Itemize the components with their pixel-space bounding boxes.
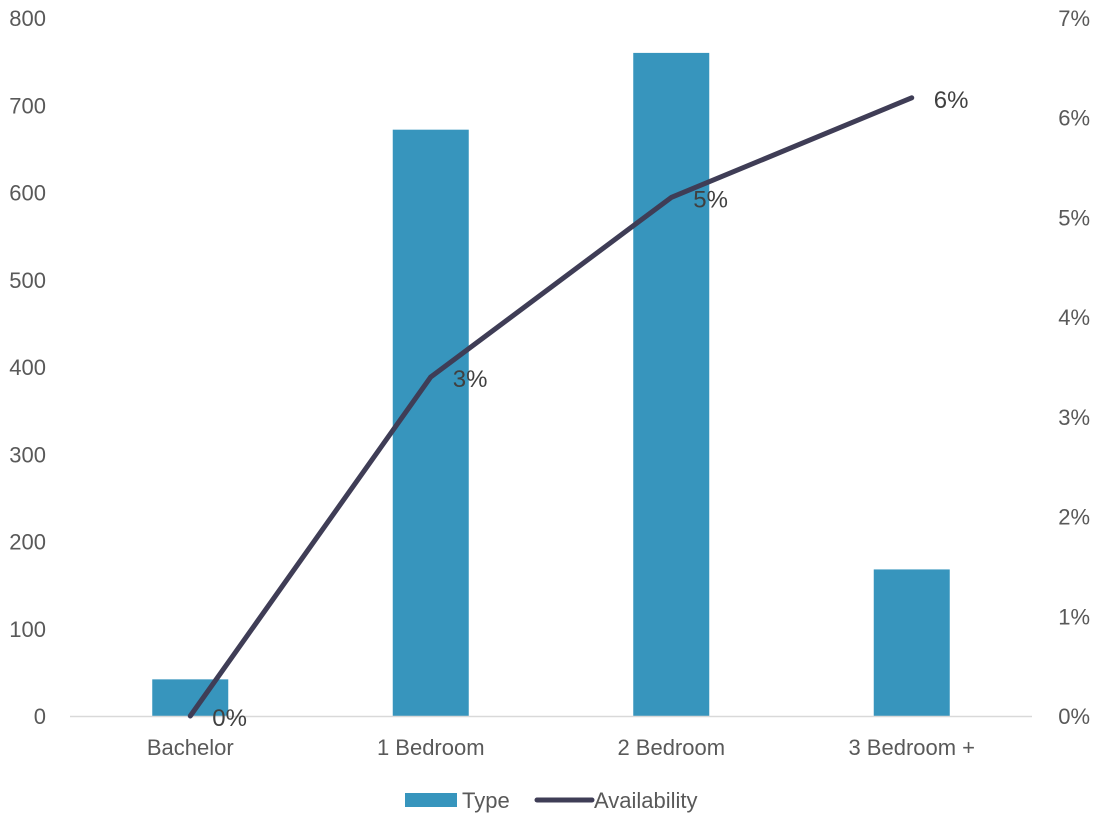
right-tick-label: 7%: [1058, 6, 1090, 31]
right-tick-label: 2%: [1058, 505, 1090, 530]
availability-data-label: 3%: [453, 366, 488, 393]
availability-line: [187, 95, 915, 719]
availability-data-label: 6%: [934, 87, 969, 114]
category-label: 3 Bedroom +: [848, 735, 975, 760]
right-tick-label: 1%: [1058, 604, 1090, 629]
right-tick-label: 4%: [1058, 305, 1090, 330]
category-label: 1 Bedroom: [377, 735, 485, 760]
left-tick-label: 0: [34, 704, 46, 729]
legend-type-swatch: [405, 793, 457, 807]
legend: Type Availability: [405, 788, 698, 813]
category-label: Bachelor: [147, 735, 234, 760]
bar: [152, 679, 229, 716]
bar-series-type: [152, 52, 950, 716]
left-axis-ticks: 0 100 200 300 400 500 600 700 800: [9, 6, 46, 729]
x-axis-category-labels: Bachelor 1 Bedroom 2 Bedroom 3 Bedroom +: [147, 735, 975, 760]
bar: [633, 52, 710, 716]
availability-data-label: 5%: [693, 186, 728, 213]
line-data-labels: 0% 3% 5% 6%: [212, 87, 968, 732]
right-axis-ticks: 0% 1% 2% 3% 4% 5% 6% 7%: [1058, 6, 1090, 729]
line-series-availability: [187, 95, 915, 719]
legend-type-label: Type: [462, 788, 510, 813]
left-tick-label: 700: [9, 93, 46, 118]
category-label: 2 Bedroom: [617, 735, 725, 760]
legend-availability-label: Availability: [594, 788, 698, 813]
left-tick-label: 200: [9, 530, 46, 555]
bar: [873, 569, 950, 716]
availability-data-label: 0%: [212, 705, 247, 732]
right-tick-label: 3%: [1058, 405, 1090, 430]
right-tick-label: 0%: [1058, 704, 1090, 729]
left-tick-label: 100: [9, 617, 46, 642]
bar: [392, 129, 469, 716]
right-tick-label: 6%: [1058, 106, 1090, 131]
right-tick-label: 5%: [1058, 205, 1090, 230]
left-tick-label: 600: [9, 181, 46, 206]
left-tick-label: 300: [9, 442, 46, 467]
left-tick-label: 400: [9, 355, 46, 380]
left-tick-label: 500: [9, 268, 46, 293]
left-tick-label: 800: [9, 6, 46, 31]
